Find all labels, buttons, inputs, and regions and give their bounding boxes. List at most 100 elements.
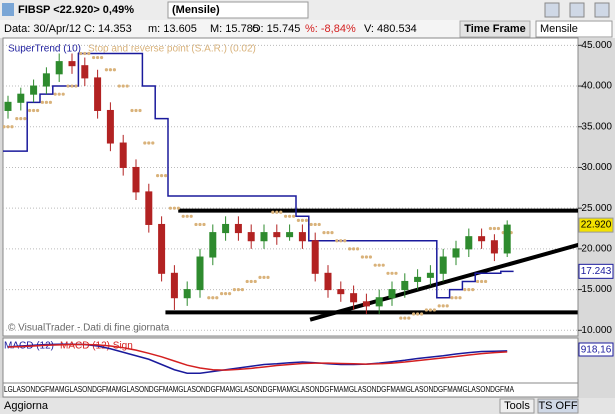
time-frame-select[interactable] xyxy=(535,20,613,38)
sar-dot xyxy=(356,247,360,251)
icon[interactable] xyxy=(2,3,14,16)
sar-dot xyxy=(194,222,198,227)
sar-dot xyxy=(121,84,125,88)
sar-dot xyxy=(416,312,420,316)
sar-dot xyxy=(100,55,104,60)
sar-dot xyxy=(381,263,385,267)
candle-body xyxy=(452,248,460,258)
candle-body xyxy=(478,236,486,242)
candle-body xyxy=(273,232,281,238)
sar-dot xyxy=(399,316,403,320)
info-change: %: -8,84% xyxy=(305,23,356,35)
toolbar-button[interactable] xyxy=(569,2,585,18)
candle-body xyxy=(465,236,473,250)
sar-dot xyxy=(31,108,36,113)
sar-dot xyxy=(445,304,449,308)
time-frame-value: Mensile xyxy=(540,23,578,35)
sar-dot xyxy=(61,92,65,96)
y-tick-label: 30.000 xyxy=(581,162,612,173)
sar-dot xyxy=(112,68,116,72)
sar-dot xyxy=(492,226,496,231)
period: (Mensile) xyxy=(172,4,220,16)
sar-dot xyxy=(240,287,244,292)
y-tick-label: 25.000 xyxy=(581,203,612,214)
symbol: FIBSP <22.920> 0,49% xyxy=(18,4,134,16)
y-tick-label: 20.000 xyxy=(581,244,612,255)
sar-dot xyxy=(96,55,100,60)
sar-dot xyxy=(143,141,147,145)
sar-dot xyxy=(198,222,202,227)
sar-dot xyxy=(66,84,70,88)
candle-body xyxy=(286,232,294,238)
sar-dot xyxy=(296,218,300,222)
sar-dot xyxy=(134,108,138,113)
sar-dot xyxy=(224,292,228,296)
sar-dot xyxy=(407,316,411,320)
refresh-button[interactable]: Aggiorna xyxy=(4,400,49,412)
sar-dot xyxy=(377,263,381,267)
candle-body xyxy=(158,223,166,274)
sar-dot xyxy=(151,141,155,145)
footer xyxy=(0,398,615,414)
sar-dot xyxy=(147,141,151,145)
candle-body xyxy=(30,85,38,95)
sar-dot xyxy=(53,92,57,96)
info-date: Data: 30/Apr/12 xyxy=(4,23,81,35)
candle-body xyxy=(196,256,204,291)
sar-dot xyxy=(202,222,206,227)
time-frame-button[interactable] xyxy=(459,20,531,38)
sar-dot xyxy=(364,255,368,259)
sar-dot xyxy=(185,214,189,218)
sar-dot xyxy=(249,279,253,284)
sar-dot xyxy=(228,292,232,296)
x-axis-strip xyxy=(2,382,579,398)
candle-body xyxy=(375,297,383,307)
candle-body xyxy=(119,142,127,168)
last-price: 22.920 xyxy=(581,220,612,231)
sar-dot xyxy=(343,239,347,243)
candle-body xyxy=(324,272,332,291)
supertrend-last-box xyxy=(578,263,614,279)
sar-dot xyxy=(484,279,488,284)
tools-button[interactable] xyxy=(499,398,535,414)
macd-readout-box xyxy=(578,342,614,357)
candle-body xyxy=(68,61,76,67)
sar-dot xyxy=(300,218,304,222)
period-box[interactable] xyxy=(167,1,309,19)
sar-dot xyxy=(488,226,492,231)
last-price-box xyxy=(578,217,614,233)
sar-dot xyxy=(348,247,352,251)
sar-dot xyxy=(36,108,40,113)
sar-dot xyxy=(44,100,49,104)
sar-dot xyxy=(304,218,308,222)
toolbar-button[interactable] xyxy=(544,2,560,18)
sar-dot xyxy=(432,308,436,312)
sar-dot xyxy=(271,210,275,214)
sar-dot xyxy=(326,230,330,235)
trendline xyxy=(309,242,578,322)
sar-dot xyxy=(441,304,445,308)
sar-dot xyxy=(117,84,121,88)
sar-dot xyxy=(258,275,262,279)
toolbar-button[interactable] xyxy=(594,2,610,18)
sar-dot xyxy=(19,117,23,121)
sar-dot xyxy=(496,226,500,231)
sar-dot xyxy=(352,247,356,251)
sar-dot xyxy=(70,84,74,88)
info-close: C: 14.353 xyxy=(84,23,132,35)
sar-dot xyxy=(339,239,343,243)
candle-body xyxy=(414,276,422,282)
sar-dot xyxy=(160,174,164,178)
sar-dot xyxy=(172,206,176,210)
sar-dot xyxy=(390,271,394,275)
sar-dot xyxy=(467,287,471,292)
sar-dot xyxy=(10,125,14,129)
sar-dot xyxy=(288,214,292,218)
ts-button[interactable] xyxy=(537,398,579,414)
sar-dot xyxy=(253,279,257,284)
sar-dot xyxy=(309,222,313,227)
sar-dot xyxy=(386,271,390,275)
macd-line xyxy=(7,343,508,371)
sar-dot xyxy=(181,214,185,218)
sar-dot xyxy=(92,55,96,60)
